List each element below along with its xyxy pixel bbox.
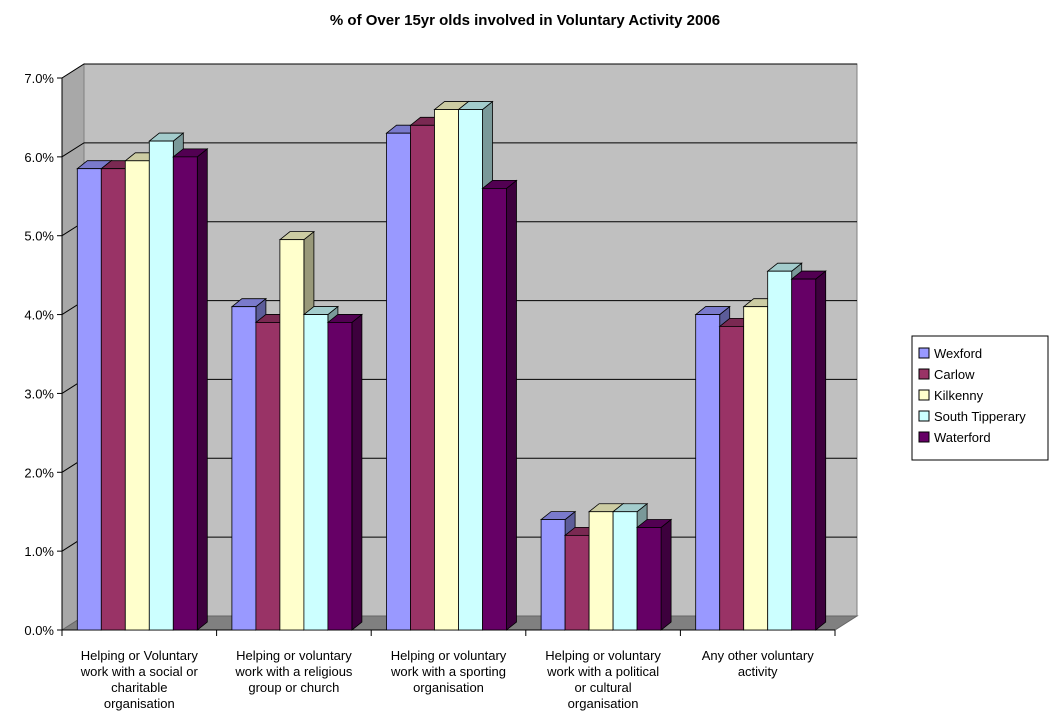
y-tick-label: 3.0% xyxy=(24,386,54,401)
y-tick-label: 7.0% xyxy=(24,71,54,86)
x-category-label: Helping or voluntary work with a sporting… xyxy=(390,648,507,695)
legend-label: Waterford xyxy=(934,430,991,445)
bar-side-waterford xyxy=(351,313,363,631)
bar-kilkenny xyxy=(434,109,459,631)
bar-south-tipperary xyxy=(458,109,483,631)
x-category-label: Any other voluntary activity xyxy=(702,648,815,679)
gridline xyxy=(61,63,857,79)
bar-carlow xyxy=(100,168,126,631)
legend-swatch xyxy=(918,389,930,401)
bar-wexford xyxy=(695,314,721,631)
gridline xyxy=(61,142,857,158)
bar-south-tipperary xyxy=(303,314,329,631)
legend-swatch xyxy=(918,431,930,443)
bar-side-waterford xyxy=(660,518,672,631)
x-category-label: Helping or voluntary work with a politica… xyxy=(545,648,661,711)
bar-waterford xyxy=(327,322,353,631)
legend-label: South Tipperary xyxy=(934,409,1026,424)
bar-south-tipperary xyxy=(148,140,174,631)
bar-waterford xyxy=(482,187,507,631)
y-tick-label: 1.0% xyxy=(24,544,54,559)
y-tick-label: 4.0% xyxy=(24,308,54,323)
bar-carlow xyxy=(255,322,281,631)
legend-swatch xyxy=(918,410,930,422)
bar-south-tipperary xyxy=(767,270,793,631)
y-tick-label: 0.0% xyxy=(24,623,54,638)
legend-label: Wexford xyxy=(934,346,982,361)
bar-side-waterford xyxy=(506,179,517,631)
legend-label: Carlow xyxy=(934,367,975,382)
bar-kilkenny xyxy=(124,160,150,631)
bar-waterford xyxy=(636,527,662,631)
bar-south-tipperary xyxy=(612,511,638,631)
bar-kilkenny xyxy=(279,239,305,631)
chart-title: % of Over 15yr olds involved in Voluntar… xyxy=(329,12,721,29)
bar-waterford xyxy=(791,278,817,631)
bar-wexford xyxy=(386,132,411,631)
y-tick-label: 6.0% xyxy=(24,150,54,165)
x-category-label: Helping or Voluntary work with a social o… xyxy=(80,648,199,711)
legend-swatch xyxy=(918,368,930,380)
legend-swatch xyxy=(918,347,930,359)
legend-box xyxy=(911,335,1049,461)
y-tick-label: 5.0% xyxy=(24,229,54,244)
bar-side-waterford xyxy=(815,270,827,631)
bar-kilkenny xyxy=(588,511,614,631)
bar-wexford xyxy=(231,306,257,631)
y-tick-label: 2.0% xyxy=(24,465,54,480)
bar-carlow xyxy=(719,325,745,631)
bar-wexford xyxy=(76,168,102,631)
legend-label: Kilkenny xyxy=(934,388,984,403)
bar-carlow xyxy=(564,534,590,631)
bar-wexford xyxy=(540,519,566,631)
bar-carlow xyxy=(410,124,435,631)
bar-kilkenny xyxy=(743,306,769,631)
x-category-label: Helping or voluntary work with a religiou… xyxy=(234,648,353,695)
bar-side-waterford xyxy=(196,148,208,631)
bar-waterford xyxy=(172,156,198,631)
